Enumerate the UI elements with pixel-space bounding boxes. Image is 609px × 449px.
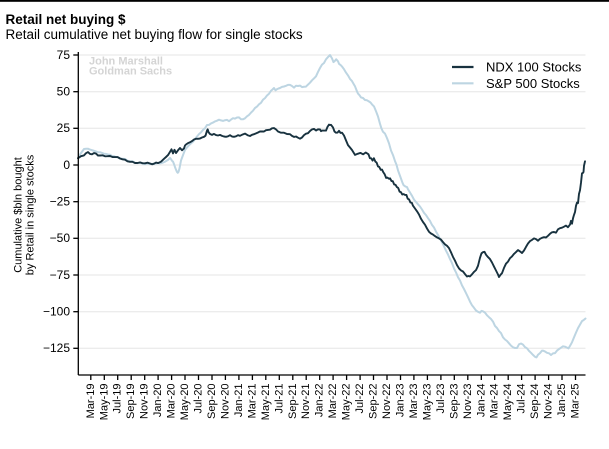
svg-text:John Marshall: John Marshall — [89, 56, 163, 68]
svg-text:Jan-21: Jan-21 — [233, 384, 245, 418]
svg-text:NDX 100 Stocks: NDX 100 Stocks — [486, 60, 582, 75]
svg-text:0: 0 — [63, 158, 70, 172]
svg-text:Nov-19: Nov-19 — [139, 384, 151, 419]
svg-text:May-24: May-24 — [502, 384, 514, 421]
svg-text:−25: −25 — [50, 195, 71, 209]
svg-text:Jul-23: Jul-23 — [435, 384, 447, 414]
svg-text:Sep-19: Sep-19 — [125, 384, 137, 419]
svg-text:−50: −50 — [50, 231, 71, 245]
svg-text:Jan-24: Jan-24 — [475, 384, 487, 418]
svg-text:Jul-22: Jul-22 — [354, 384, 366, 414]
svg-text:Mar-21: Mar-21 — [246, 384, 258, 419]
svg-text:Cumulative $bln bought: Cumulative $bln bought — [13, 157, 25, 273]
svg-text:Sep-23: Sep-23 — [448, 384, 460, 419]
svg-text:25: 25 — [57, 121, 71, 135]
svg-text:Nov-24: Nov-24 — [543, 384, 555, 419]
svg-text:Sep-21: Sep-21 — [287, 384, 299, 419]
svg-text:Jan-22: Jan-22 — [314, 384, 326, 418]
svg-text:Jul-24: Jul-24 — [516, 384, 528, 414]
svg-text:50: 50 — [57, 85, 71, 99]
svg-text:Nov-21: Nov-21 — [300, 384, 312, 419]
svg-text:Sep-24: Sep-24 — [529, 384, 541, 419]
svg-text:Jul-21: Jul-21 — [273, 384, 285, 414]
svg-text:Jul-19: Jul-19 — [112, 384, 124, 414]
svg-text:Mar-23: Mar-23 — [408, 384, 420, 419]
svg-text:−75: −75 — [50, 268, 71, 282]
svg-text:Retail net buying $: Retail net buying $ — [6, 12, 127, 27]
svg-text:May-21: May-21 — [260, 384, 272, 421]
svg-text:S&P 500 Stocks: S&P 500 Stocks — [486, 76, 580, 91]
svg-text:Retail cumulative net buying f: Retail cumulative net buying flow for si… — [6, 27, 303, 42]
svg-text:by Retail in single stocks: by Retail in single stocks — [25, 154, 37, 275]
svg-text:75: 75 — [57, 48, 71, 62]
svg-text:Mar-19: Mar-19 — [85, 384, 97, 419]
svg-text:Mar-24: Mar-24 — [489, 384, 501, 419]
svg-text:May-22: May-22 — [341, 384, 353, 421]
svg-text:Nov-22: Nov-22 — [381, 384, 393, 419]
svg-text:May-19: May-19 — [98, 384, 110, 421]
svg-text:Nov-20: Nov-20 — [219, 384, 231, 419]
svg-text:Jan-23: Jan-23 — [395, 384, 407, 418]
svg-text:−100: −100 — [43, 305, 70, 319]
svg-text:Nov-23: Nov-23 — [462, 384, 474, 419]
svg-text:Sep-20: Sep-20 — [206, 384, 218, 419]
svg-text:May-20: May-20 — [179, 384, 191, 421]
svg-text:Mar-22: Mar-22 — [327, 384, 339, 419]
svg-text:Mar-20: Mar-20 — [166, 384, 178, 419]
svg-text:Jan-20: Jan-20 — [152, 384, 164, 418]
svg-text:Jan-25: Jan-25 — [556, 384, 568, 418]
svg-text:Mar-25: Mar-25 — [570, 384, 582, 419]
svg-text:Sep-22: Sep-22 — [368, 384, 380, 419]
svg-text:May-23: May-23 — [421, 384, 433, 421]
svg-text:Goldman Sachs: Goldman Sachs — [89, 66, 172, 78]
svg-text:−125: −125 — [43, 341, 70, 355]
svg-text:Jul-20: Jul-20 — [193, 384, 205, 414]
